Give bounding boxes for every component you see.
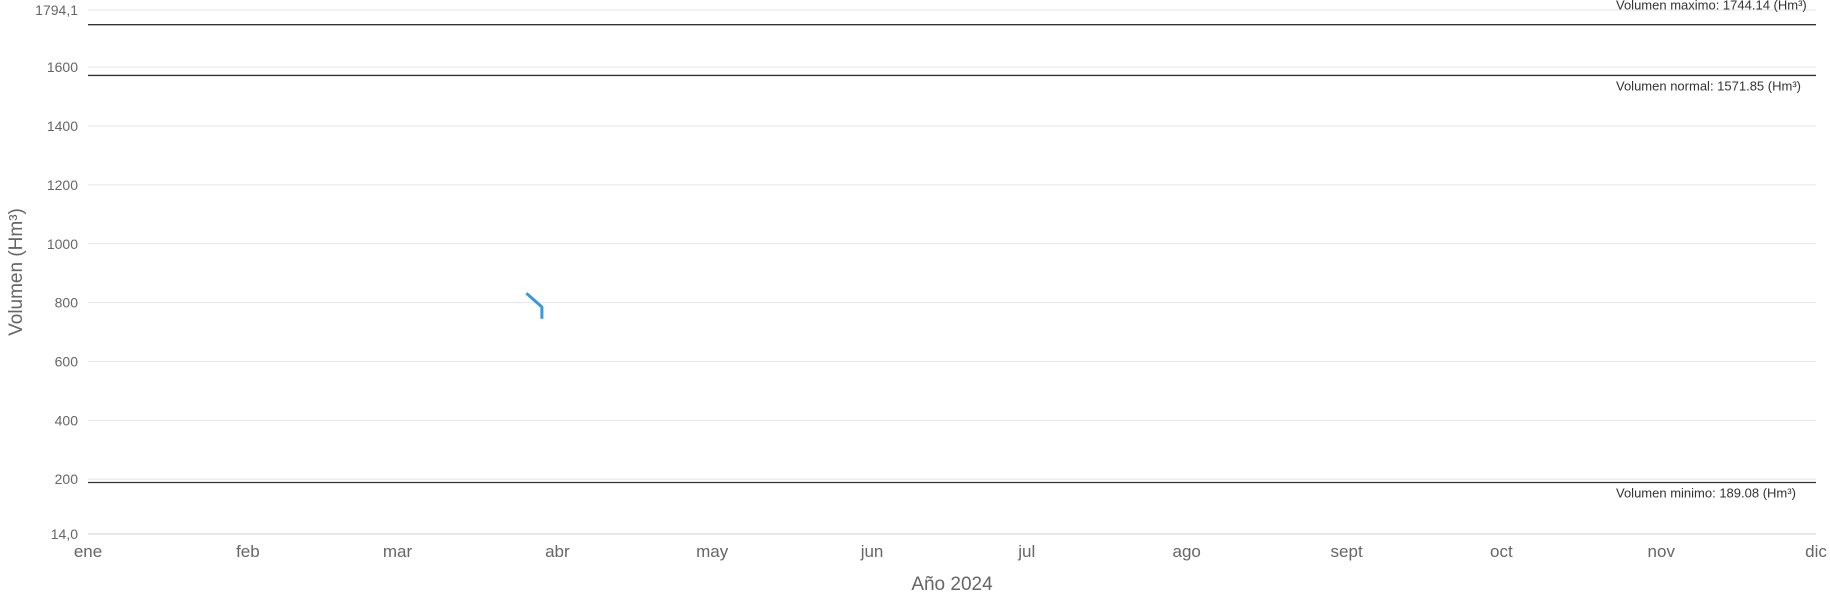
reference-lines: Volumen maximo: 1744.14 (Hm³) Volumen nor…: [88, 0, 1816, 500]
x-tick-label: ago: [1173, 542, 1201, 561]
x-tick-label: mar: [383, 542, 413, 561]
y-tick-label: 200: [55, 471, 79, 487]
x-tick-label: feb: [236, 542, 260, 561]
reference-line-label: Volumen minimo: 189.08 (Hm³): [1616, 485, 1796, 500]
y-tick-label: 400: [55, 412, 79, 428]
x-tick-label: may: [696, 542, 729, 561]
x-tick-label: ene: [74, 542, 102, 561]
x-tick-label: oct: [1490, 542, 1513, 561]
series-layer: [525, 292, 544, 319]
x-tick-label: sept: [1331, 542, 1363, 561]
y-axis-ticks: 14,0 200 400 600 800 1000 1200 1400 1600 1794,1: [35, 2, 78, 542]
x-tick-label: dic: [1805, 542, 1827, 561]
y-tick-label: 1794,1: [35, 2, 78, 18]
x-axis-ticks: ene feb mar abr may jun jul ago sept oct nov dic: [74, 542, 1828, 561]
grid-layer: [88, 9, 1816, 535]
y-tick-label: 600: [55, 354, 79, 370]
reference-line-label: Volumen maximo: 1744.14 (Hm³): [1616, 0, 1807, 13]
y-tick-label: 14,0: [51, 526, 78, 542]
y-tick-label: 1400: [47, 118, 78, 134]
reference-line-label: Volumen normal: 1571.85 (Hm³): [1616, 78, 1801, 93]
y-tick-label: 1000: [47, 236, 78, 252]
y-tick-label: 800: [55, 295, 79, 311]
x-tick-label: abr: [545, 542, 570, 561]
x-axis-title: Año 2024: [911, 574, 993, 595]
x-tick-label: nov: [1648, 542, 1676, 561]
y-axis-title: Volumen (Hm³): [6, 208, 27, 336]
y-tick-label: 1600: [47, 59, 78, 75]
y-tick-label: 1200: [47, 177, 78, 193]
x-tick-label: jul: [1017, 542, 1035, 561]
x-tick-label: jun: [860, 542, 884, 561]
series-line: [525, 292, 544, 319]
